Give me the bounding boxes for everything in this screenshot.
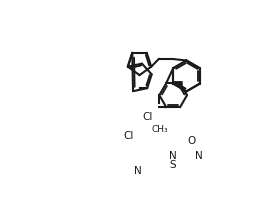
Text: CH₃: CH₃ — [150, 125, 167, 134]
Text: N: N — [195, 151, 202, 161]
Text: O: O — [186, 136, 195, 146]
Text: N: N — [169, 151, 176, 161]
Text: Cl: Cl — [122, 131, 133, 141]
Text: N: N — [133, 166, 141, 176]
Text: Cl: Cl — [142, 112, 153, 122]
Text: S: S — [169, 160, 175, 170]
